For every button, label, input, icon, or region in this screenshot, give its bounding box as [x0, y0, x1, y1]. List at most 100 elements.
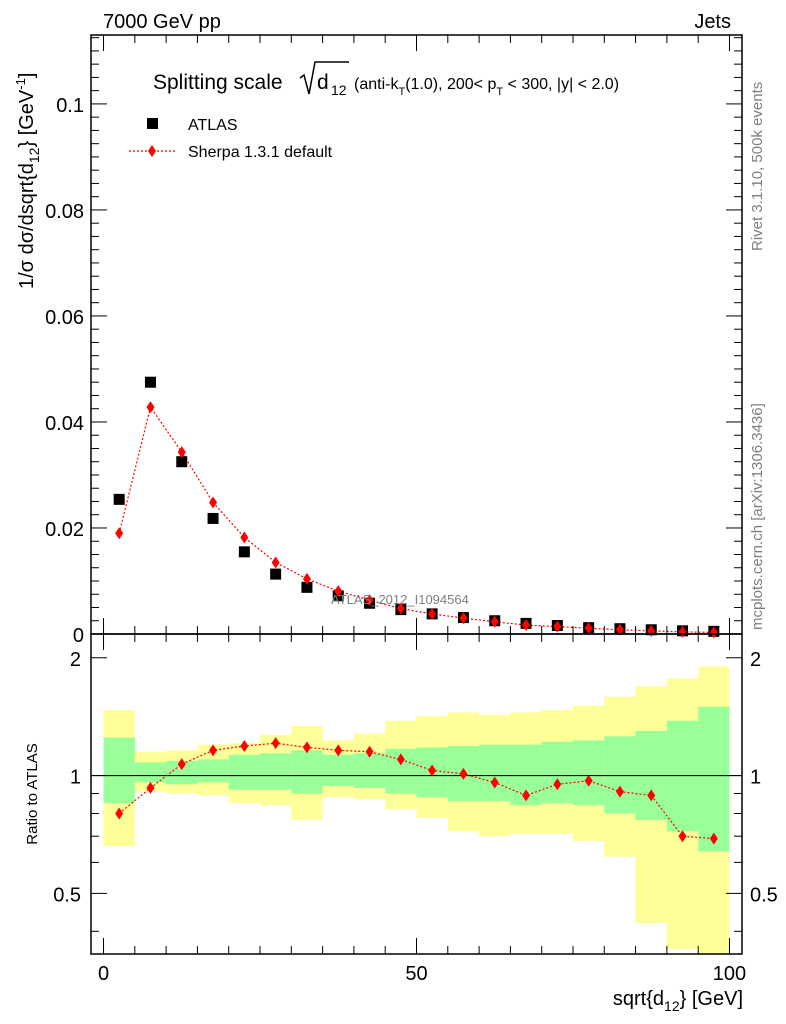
ratio-y-tick-label-right: 1 [750, 767, 761, 789]
x-axis-label: sqrt{d12} [GeV] [613, 988, 743, 1014]
ratio-point [584, 774, 593, 787]
title-p-sub: T [496, 86, 503, 98]
title-sqrt-sub: 12 [331, 82, 347, 98]
sqrt-symbol [299, 61, 349, 95]
ratio-y-tick-label-right: 0.5 [750, 884, 778, 906]
inner-band-bin [197, 759, 229, 783]
main-y-axis: 0 0.02 0.04 0.06 0.08 0.1 [45, 35, 742, 647]
ratio-uncertainty-bands [103, 666, 730, 954]
sherpa-point [396, 602, 405, 615]
inner-band-bin [103, 737, 135, 804]
y-tick-label: 0.1 [56, 95, 84, 117]
main-y-label-tail: } [GeV [16, 89, 38, 147]
ratio-point [271, 737, 280, 750]
sherpa-point [177, 446, 186, 459]
sherpa-point [615, 623, 624, 636]
sherpa-point [709, 626, 718, 639]
sherpa-point [115, 527, 124, 540]
ratio-point [146, 781, 155, 794]
ratio-point [240, 740, 249, 752]
sherpa-point [365, 594, 374, 607]
sherpa-point [490, 615, 499, 628]
ratio-plot-data [115, 737, 718, 845]
rivet-label: Rivet 3.1.10, 500k events [749, 82, 766, 251]
legend-atlas-marker [147, 118, 158, 129]
ratio-point [459, 767, 468, 780]
ratio-point [522, 789, 531, 802]
y-tick-label: 0.08 [45, 201, 84, 223]
inner-band-bin [134, 762, 167, 783]
ratio-point [177, 758, 186, 771]
ratio-point [365, 745, 374, 758]
plot-title: Splitting scale d 12 (anti-kT(1.0), 200<… [153, 61, 619, 98]
inner-band-bin [698, 706, 730, 852]
ratio-y-tick-label-right: 2 [750, 649, 761, 671]
sherpa-point [584, 622, 593, 635]
inner-band-bin [572, 740, 605, 806]
header-jets: Jets [694, 11, 731, 33]
sherpa-point [522, 618, 531, 631]
analysis-watermark: ATLAS_2012_I1094564 [331, 592, 469, 607]
ratio-point [334, 744, 343, 757]
title-main: Splitting scale [153, 71, 283, 94]
inner-band-bin [604, 736, 636, 814]
ratio-point [709, 832, 718, 845]
inner-band-bin [291, 750, 323, 794]
header-energy: 7000 GeV pp [103, 11, 221, 33]
main-y-label-text: 1/σ dσ/dsqrt{d [16, 163, 38, 289]
ratio-point [553, 778, 562, 791]
sherpa-point [146, 401, 155, 414]
sherpa-point [240, 531, 249, 544]
main-plot-data [113, 376, 720, 639]
inner-band-bin [479, 744, 511, 802]
ratio-y-label: Ratio to ATLAS [24, 743, 41, 844]
main-y-label: 1/σ dσ/dsqrt{d12} [GeV-1] [13, 73, 42, 289]
atlas-point [301, 581, 313, 593]
sherpa-point [459, 612, 468, 625]
title-paren-sub: T [398, 86, 405, 98]
ratio-line [118, 742, 714, 840]
ratio-plot-panel: 0.5 0.51 12 20 50 100 Ratio to ATLAS sqrt{d12… [24, 633, 778, 1014]
x-tick-label: 0 [98, 963, 109, 985]
main-y-label-sup: -1 [13, 78, 28, 90]
ratio-point [678, 830, 687, 843]
title-paren: (anti-kT(1.0), 200< pT < 300, |y| < 2.0) [354, 76, 619, 98]
atlas-point [144, 376, 156, 388]
y-tick-label: 0 [73, 625, 84, 647]
inner-band-bin [353, 753, 386, 788]
ratio-point [396, 753, 405, 766]
sherpa-point [678, 625, 687, 638]
atlas-point [238, 546, 250, 558]
title-sqrt-d: d [317, 71, 329, 94]
ratio-axes: 0.5 0.5 1 1 2 2 0 50 100 [53, 634, 778, 985]
sherpa-point [302, 572, 311, 585]
title-paren-rest: (1.0), 200< p [405, 76, 496, 93]
ratio-point [615, 785, 624, 798]
main-y-label-sub: 12 [26, 147, 42, 163]
ratio-y-tick-label: 0.5 [53, 884, 81, 906]
ratio-y-tick-label: 1 [70, 767, 81, 789]
inner-band-bin [322, 754, 354, 787]
x-tick-label: 50 [405, 963, 427, 985]
atlas-point [176, 456, 188, 468]
x-label-text: sqrt{d [613, 988, 664, 1010]
atlas-point [207, 512, 219, 524]
legend-atlas-label: ATLAS [188, 117, 238, 134]
ratio-point [302, 741, 311, 754]
atlas-point [270, 568, 282, 580]
main-plot-panel: 0 0.02 0.04 0.06 0.08 0.1 Splitting scale d 1… [13, 34, 743, 647]
ratio-point [209, 744, 218, 757]
title-paren-text: (anti-k [354, 76, 399, 93]
y-tick-label: 0.04 [45, 413, 84, 435]
title-tail: < 300, |y| < 2.0) [503, 76, 619, 93]
sherpa-point [209, 496, 218, 509]
ratio-point [647, 789, 656, 802]
legend-sherpa-marker [148, 145, 156, 157]
legend: ATLAS Sherpa 1.3.1 default [129, 117, 333, 161]
sherpa-point [553, 620, 562, 633]
ratio-point [115, 807, 124, 820]
inner-band-bin [166, 760, 198, 785]
ratio-point [490, 776, 499, 789]
inner-band-bin [260, 753, 292, 790]
